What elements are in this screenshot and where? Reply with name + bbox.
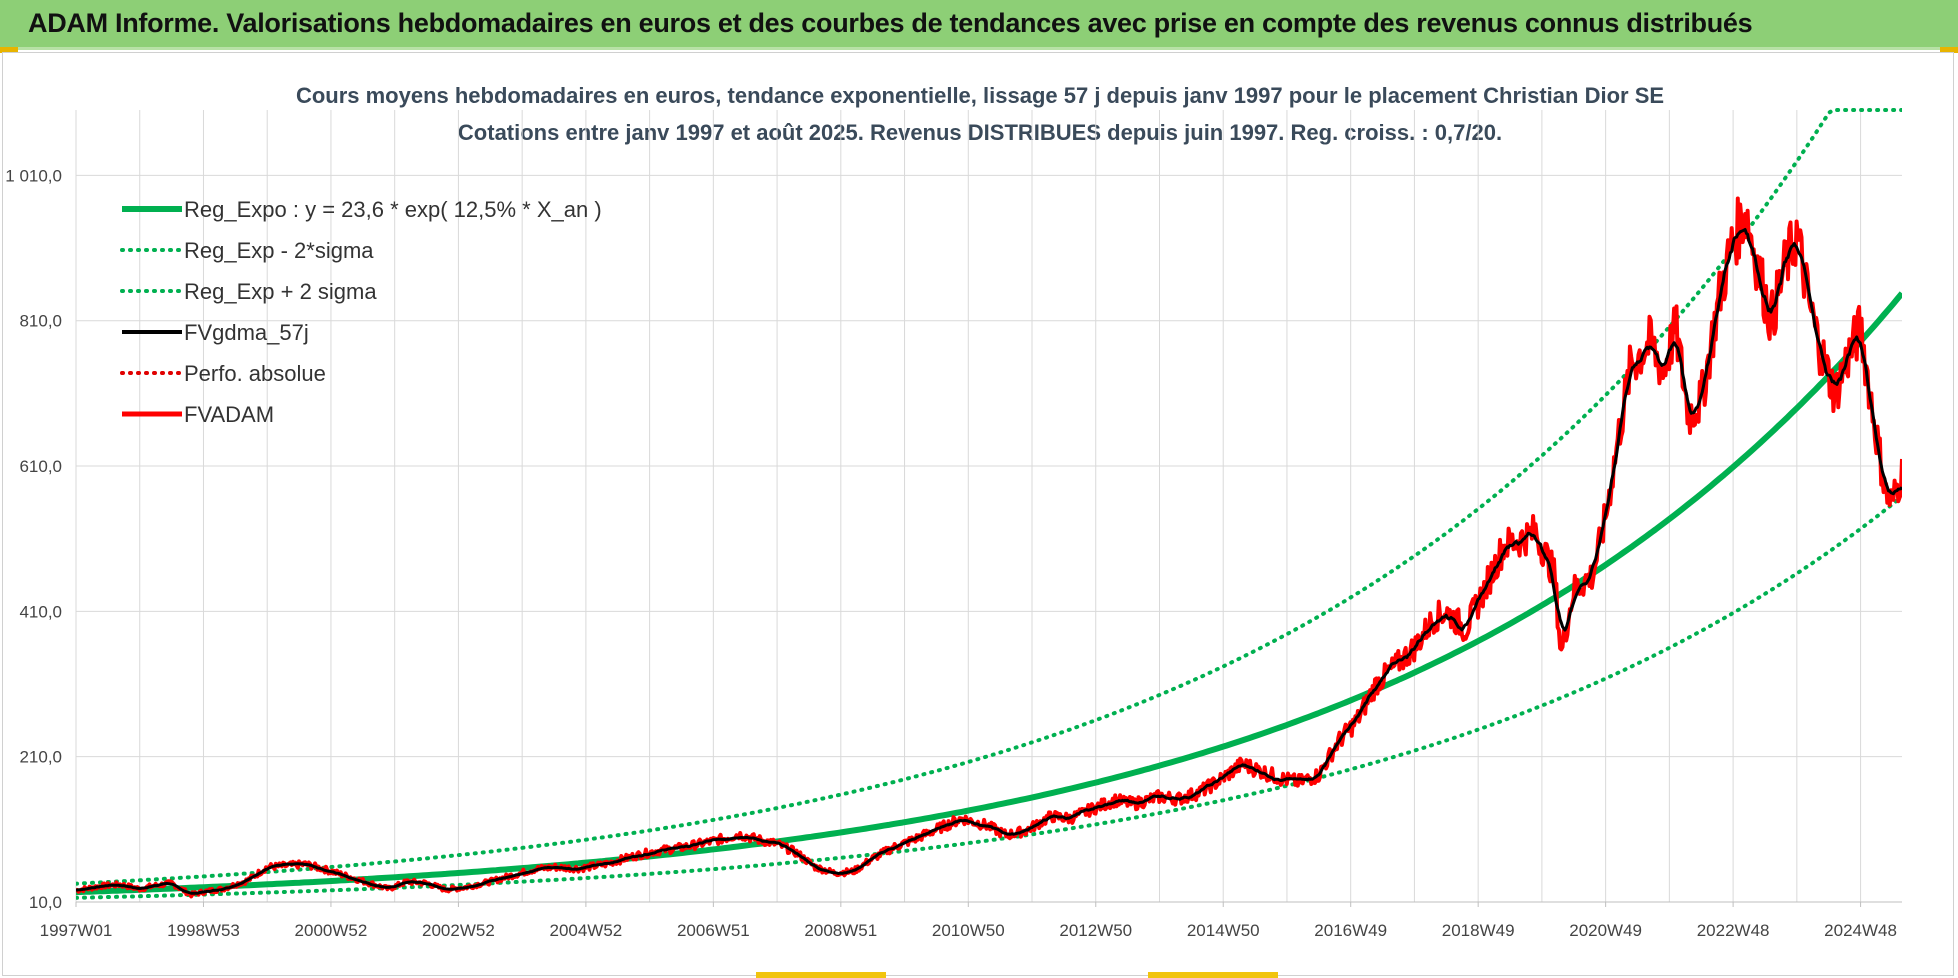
legend-label: Reg_Exp + 2 sigma — [184, 279, 377, 304]
legend-label: FVgdma_57j — [184, 320, 309, 345]
legend-label: Perfo. absolue — [184, 361, 326, 386]
series-lines — [76, 108, 1902, 900]
series-upper-line — [76, 108, 1902, 886]
legend-label: Reg_Exp - 2*sigma — [184, 238, 374, 263]
corner-accent-right — [1940, 47, 1958, 53]
x-axis: 1997W01 1998W53 2000W52 2002W52 2004W52 2006W… — [40, 901, 1902, 940]
x-tick-label: 2014W50 — [1187, 921, 1260, 940]
chart-title: Cours moyens hebdomadaires en euros, ten… — [296, 83, 1664, 108]
bottom-accent-2 — [1148, 972, 1278, 978]
y-tick-label: 210,0 — [19, 748, 62, 767]
x-tick-label: 2022W48 — [1697, 921, 1770, 940]
x-tick-label: 2020W49 — [1569, 921, 1642, 940]
x-tick-label: 2008W51 — [804, 921, 877, 940]
x-tick-label: 1997W01 — [40, 921, 113, 940]
y-tick-label: 1 010,0 — [5, 166, 62, 185]
legend-label: Reg_Expo : y = 23,6 * exp( 12,5% * X_an … — [184, 197, 602, 222]
x-tick-label: 2006W51 — [677, 921, 750, 940]
chart-frame — [2, 52, 1954, 976]
chart-subtitle: Cotations entre janv 1997 et août 2025. … — [458, 120, 1502, 145]
y-tick-label: 610,0 — [19, 457, 62, 476]
legend-label: FVADAM — [184, 402, 274, 427]
legend: Reg_Expo : y = 23,6 * exp( 12,5% * X_an … — [120, 197, 602, 427]
series-lower-line — [76, 494, 1902, 900]
y-tick-label: 10,0 — [29, 893, 62, 912]
report-banner: ADAM Informe. Valorisations hebdomadaire… — [0, 0, 1958, 50]
x-tick-label: 2004W52 — [549, 921, 622, 940]
y-tick-label: 810,0 — [19, 312, 62, 331]
series-reg-line — [76, 291, 1902, 896]
x-tick-label: 2016W49 — [1314, 921, 1387, 940]
report-title: ADAM Informe. Valorisations hebdomadaire… — [28, 8, 1753, 38]
grid-lines — [75, 110, 1902, 903]
x-tick-label: 2002W52 — [422, 921, 495, 940]
x-tick-label: 2012W50 — [1059, 921, 1132, 940]
series-smooth-line — [76, 228, 1902, 895]
corner-accent-left — [0, 47, 18, 53]
y-axis: 10,0 210,0 410,0 610,0 810,0 1 010,0 — [5, 166, 62, 912]
x-tick-label: 1998W53 — [167, 921, 240, 940]
x-tick-label: 2018W49 — [1442, 921, 1515, 940]
x-tick-label: 2010W50 — [932, 921, 1005, 940]
bottom-accent-1 — [756, 972, 886, 978]
x-tick-label: 2000W52 — [295, 921, 368, 940]
x-tick-label: 2024W48 — [1824, 921, 1897, 940]
y-tick-label: 410,0 — [19, 602, 62, 621]
